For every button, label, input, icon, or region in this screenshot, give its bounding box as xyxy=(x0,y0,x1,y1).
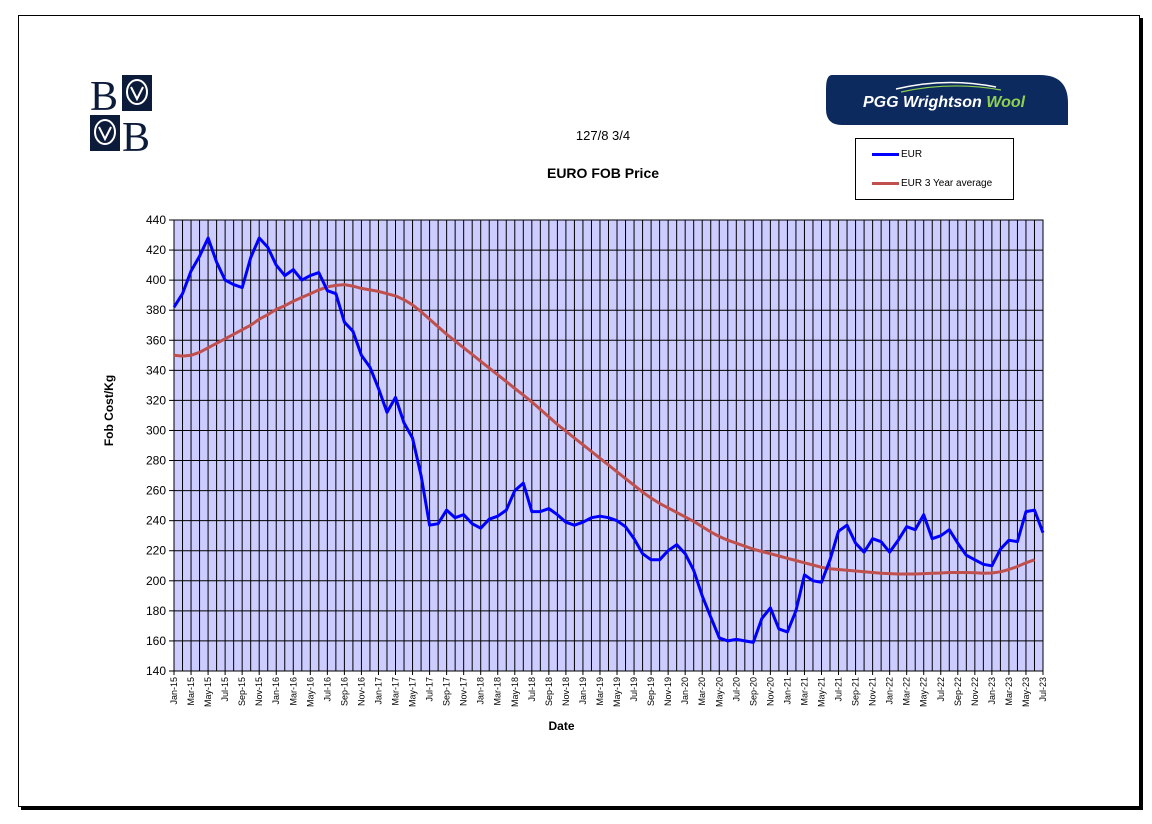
x-tick-label: Mar-21 xyxy=(799,677,809,706)
y-tick-label: 180 xyxy=(146,604,166,618)
y-tick-label: 240 xyxy=(146,514,166,528)
y-tick-label: 420 xyxy=(146,243,166,257)
x-tick-label: May-23 xyxy=(1021,677,1031,707)
bb-logo-letter-bottom: B xyxy=(122,115,150,153)
x-tick-label: Jul-16 xyxy=(322,677,332,702)
x-tick-label: Jul-17 xyxy=(425,677,435,702)
x-tick-label: Jan-16 xyxy=(271,677,281,705)
x-tick-label: Sep-20 xyxy=(748,677,758,706)
x-tick-label: Jul-18 xyxy=(527,677,537,702)
x-tick-label: Jul-20 xyxy=(731,677,741,702)
x-tick-label: Mar-15 xyxy=(186,677,196,706)
legend-swatch-avg xyxy=(872,181,899,185)
x-tick-label: May-18 xyxy=(510,677,520,707)
x-tick-label: Nov-18 xyxy=(561,677,571,706)
x-tick-label: Sep-17 xyxy=(442,677,452,706)
y-tick-label: 140 xyxy=(146,664,166,678)
bb-logo-letter-top: B xyxy=(90,75,118,120)
x-tick-label: May-19 xyxy=(612,677,622,707)
x-tick-label: Sep-15 xyxy=(237,677,247,706)
series-line-eur-3-year-average xyxy=(173,283,1035,576)
x-tick-label: Jan-21 xyxy=(782,677,792,705)
x-tick-label: Nov-20 xyxy=(765,677,775,706)
y-axis-title: Fob Cost/Kg xyxy=(102,375,116,446)
x-tick-label: Jan-20 xyxy=(680,677,690,705)
x-tick-label: Jul-15 xyxy=(220,677,230,702)
x-tick-label: Nov-22 xyxy=(970,677,980,706)
x-tick-label: Mar-16 xyxy=(288,677,298,706)
x-tick-label: May-22 xyxy=(919,677,929,707)
x-tick-label: Sep-19 xyxy=(646,677,656,706)
x-tick-label: Sep-21 xyxy=(851,677,861,706)
y-tick-label: 380 xyxy=(146,303,166,317)
y-tick-label: 300 xyxy=(146,423,166,437)
x-tick-label: Jul-21 xyxy=(834,677,844,702)
legend-item-avg: EUR 3 Year average xyxy=(872,176,992,190)
brand-suffix: Wool xyxy=(986,94,1026,111)
x-tick-label: Mar-17 xyxy=(391,677,401,706)
chart-subtitle: EURO FOB Price xyxy=(546,165,660,181)
y-tick-label: 320 xyxy=(146,393,166,407)
x-tick-label: Sep-22 xyxy=(953,677,963,706)
y-tick-label: 220 xyxy=(146,544,166,558)
x-tick-label: May-20 xyxy=(714,677,724,707)
y-tick-label: 440 xyxy=(146,213,166,227)
pgg-wrightson-wool-logo: PGG Wrightson Wool xyxy=(826,75,1068,125)
x-tick-label: Nov-19 xyxy=(663,677,673,706)
x-tick-label: May-21 xyxy=(816,677,826,707)
x-axis-title: Date xyxy=(548,719,574,733)
x-tick-label: Sep-18 xyxy=(544,677,554,706)
x-tick-label: Jan-23 xyxy=(987,677,997,705)
bb-logo: B B xyxy=(90,75,154,153)
x-tick-label: Jul-22 xyxy=(936,677,946,702)
x-tick-label: May-17 xyxy=(408,677,418,707)
legend-label-avg: EUR 3 Year average xyxy=(901,177,993,189)
x-tick-label: Mar-18 xyxy=(493,677,503,706)
legend-swatch-eur xyxy=(872,152,899,156)
series-line-eur xyxy=(172,236,1045,644)
x-tick-label: Jul-23 xyxy=(1038,677,1048,702)
x-tick-label: Jan-17 xyxy=(373,677,383,705)
chart-title: 127/8 3/4 xyxy=(575,128,631,143)
x-tick-label: Jan-22 xyxy=(885,677,895,705)
y-tick-label: 340 xyxy=(146,363,166,377)
y-tick-label: 260 xyxy=(146,484,166,498)
x-tick-label: May-16 xyxy=(305,677,315,707)
y-tick-label: 280 xyxy=(146,454,166,468)
x-tick-label: Mar-20 xyxy=(697,677,707,706)
y-tick-label: 360 xyxy=(146,333,166,347)
x-tick-label: Jul-19 xyxy=(629,677,639,702)
x-tick-label: Mar-19 xyxy=(595,677,605,706)
legend-label-eur: EUR xyxy=(901,148,923,160)
legend-item-eur: EUR xyxy=(872,147,922,161)
x-tick-label: Jan-15 xyxy=(169,677,179,705)
y-tick-label: 160 xyxy=(146,634,166,648)
x-tick-label: Nov-17 xyxy=(459,677,469,706)
chart-legend: EUR EUR 3 Year average xyxy=(855,138,1014,200)
brand-name: PGG Wrightson xyxy=(863,94,982,111)
x-tick-label: Jan-19 xyxy=(578,677,588,705)
y-tick-label: 400 xyxy=(146,273,166,287)
x-tick-label: Sep-16 xyxy=(339,677,349,706)
x-tick-label: May-15 xyxy=(203,677,213,707)
x-tick-label: Mar-23 xyxy=(1004,677,1014,706)
x-tick-label: Jan-18 xyxy=(476,677,486,705)
x-tick-label: Nov-21 xyxy=(868,677,878,706)
x-tick-label: Nov-16 xyxy=(356,677,366,706)
y-tick-label: 200 xyxy=(146,574,166,588)
x-tick-label: Mar-22 xyxy=(902,677,912,706)
x-tick-label: Nov-15 xyxy=(254,677,264,706)
